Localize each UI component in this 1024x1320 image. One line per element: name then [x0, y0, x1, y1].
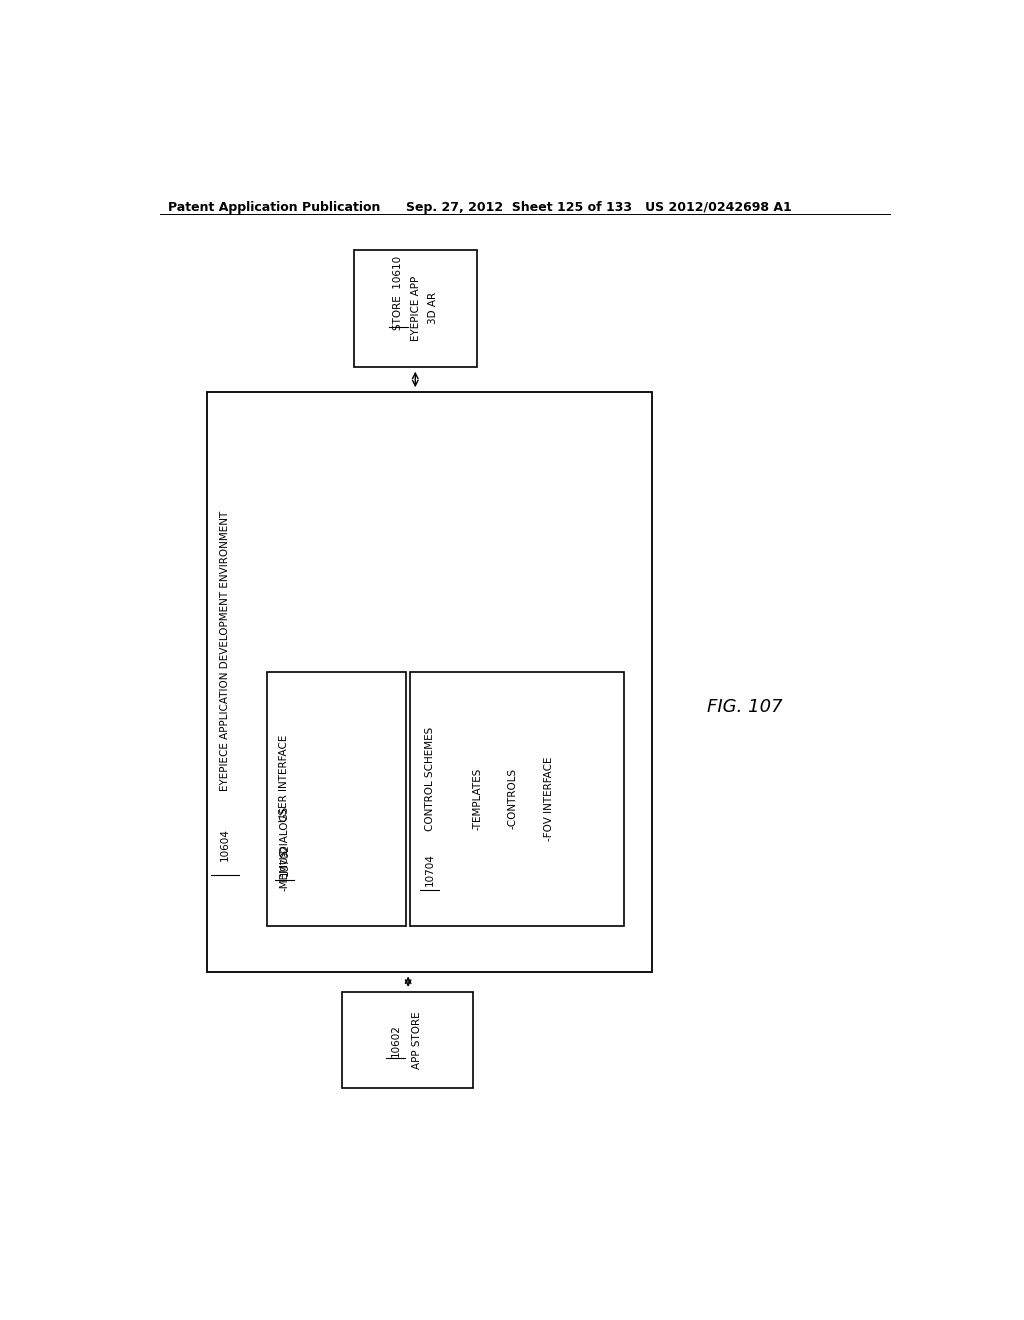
- Bar: [207, 392, 652, 972]
- Text: Patent Application Publication: Patent Application Publication: [168, 201, 380, 214]
- Text: -MEMUS: -MEMUS: [280, 849, 290, 891]
- Text: 10702: 10702: [280, 843, 290, 876]
- Bar: [410, 672, 624, 925]
- Text: 10704: 10704: [425, 854, 434, 886]
- Bar: [342, 991, 473, 1089]
- Text: Sep. 27, 2012  Sheet 125 of 133   US 2012/0242698 A1: Sep. 27, 2012 Sheet 125 of 133 US 2012/0…: [406, 201, 792, 214]
- Bar: [267, 672, 406, 925]
- Text: 10604: 10604: [220, 828, 229, 861]
- Text: -FOV INTERFACE: -FOV INTERFACE: [544, 756, 554, 841]
- Text: -TEMPLATES: -TEMPLATES: [472, 767, 482, 830]
- Text: STORE  10610: STORE 10610: [393, 256, 403, 330]
- Text: 3D AR: 3D AR: [428, 292, 438, 325]
- Text: -CONTROLS: -CONTROLS: [508, 768, 518, 829]
- Text: APP STORE: APP STORE: [413, 1011, 422, 1069]
- Text: FIG. 107: FIG. 107: [708, 698, 783, 717]
- Bar: [354, 249, 477, 367]
- Text: CONTROL SCHEMES: CONTROL SCHEMES: [425, 726, 434, 830]
- Text: EYEPIECE APPLICATION DEVELOPMENT ENVIRONMENT: EYEPIECE APPLICATION DEVELOPMENT ENVIRON…: [220, 511, 229, 792]
- Text: 10602: 10602: [391, 1024, 400, 1056]
- Text: EYEPICE APP: EYEPICE APP: [411, 276, 421, 341]
- Text: USER INTERFACE: USER INTERFACE: [280, 735, 290, 822]
- Text: -DIALOGS: -DIALOGS: [280, 807, 290, 857]
